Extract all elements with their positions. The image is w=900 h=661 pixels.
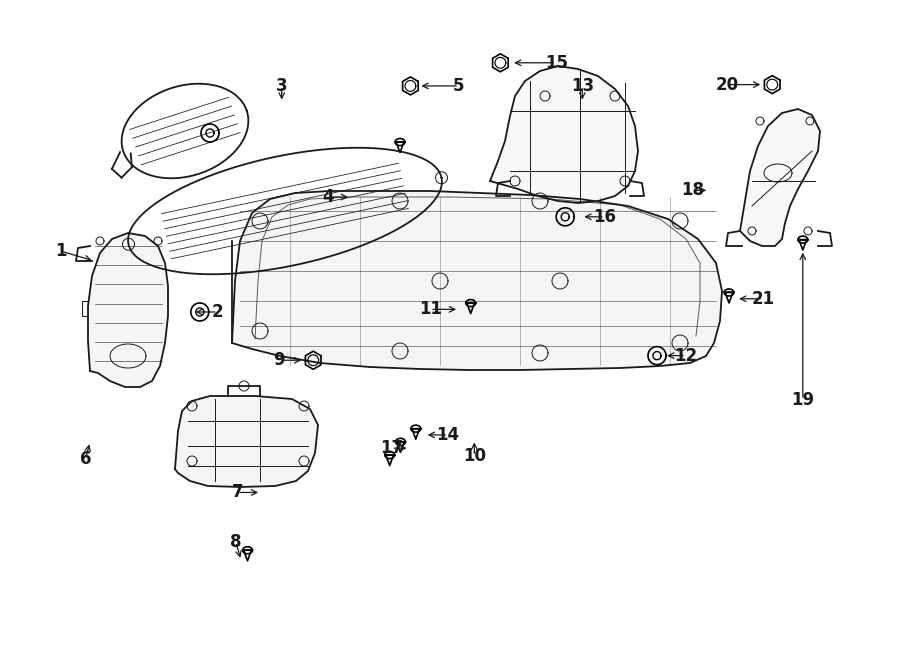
- Text: 8: 8: [230, 533, 241, 551]
- Text: 19: 19: [791, 391, 814, 409]
- Text: 11: 11: [418, 300, 442, 319]
- Text: 13: 13: [571, 77, 594, 95]
- Text: 16: 16: [593, 208, 616, 226]
- Polygon shape: [740, 109, 820, 246]
- Text: 18: 18: [681, 181, 705, 200]
- Text: 3: 3: [276, 77, 287, 95]
- Polygon shape: [175, 396, 318, 487]
- Text: 6: 6: [80, 450, 91, 469]
- Text: 4: 4: [323, 188, 334, 206]
- Text: 17: 17: [380, 439, 403, 457]
- Text: 20: 20: [716, 75, 739, 94]
- Text: 12: 12: [674, 346, 698, 365]
- Text: 7: 7: [232, 483, 243, 502]
- Text: 15: 15: [544, 54, 568, 72]
- Text: 5: 5: [454, 77, 464, 95]
- Polygon shape: [490, 66, 638, 203]
- Text: 2: 2: [212, 303, 223, 321]
- Text: 1: 1: [56, 242, 67, 260]
- Text: 21: 21: [752, 290, 775, 308]
- Polygon shape: [88, 233, 168, 387]
- Text: 14: 14: [436, 426, 460, 444]
- Text: 9: 9: [274, 351, 284, 369]
- Text: 10: 10: [463, 447, 486, 465]
- Polygon shape: [232, 191, 722, 370]
